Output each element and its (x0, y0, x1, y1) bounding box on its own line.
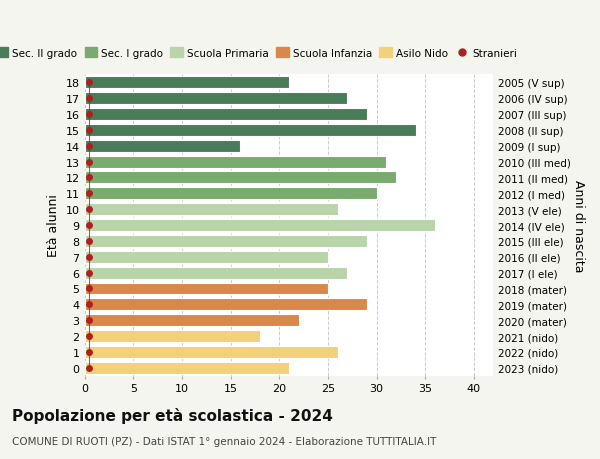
Bar (85, 109, 367, 121)
Bar (85, 251, 328, 263)
Bar (85, 156, 386, 168)
Bar (85, 235, 367, 247)
Bar (85, 188, 377, 200)
Bar (85, 346, 338, 358)
Bar (85, 330, 260, 342)
Bar (85, 172, 396, 184)
Bar (85, 124, 416, 136)
Y-axis label: Anni di nascita: Anni di nascita (572, 179, 585, 272)
Text: Popolazione per età scolastica - 2024: Popolazione per età scolastica - 2024 (12, 407, 333, 423)
Bar (85, 299, 367, 311)
Bar (85, 362, 289, 374)
Bar (85, 267, 347, 279)
Bar (85, 283, 328, 295)
Bar (85, 314, 299, 326)
Bar (85, 140, 240, 152)
Bar (85, 204, 338, 216)
Y-axis label: Età alunni: Età alunni (47, 194, 60, 257)
Bar (85, 219, 435, 231)
Bar (85, 93, 347, 105)
Text: COMUNE DI RUOTI (PZ) - Dati ISTAT 1° gennaio 2024 - Elaborazione TUTTITALIA.IT: COMUNE DI RUOTI (PZ) - Dati ISTAT 1° gen… (12, 437, 436, 446)
Bar (85, 77, 289, 89)
Legend: Sec. II grado, Sec. I grado, Scuola Primaria, Scuola Infanzia, Asilo Nido, Stran: Sec. II grado, Sec. I grado, Scuola Prim… (0, 44, 521, 63)
